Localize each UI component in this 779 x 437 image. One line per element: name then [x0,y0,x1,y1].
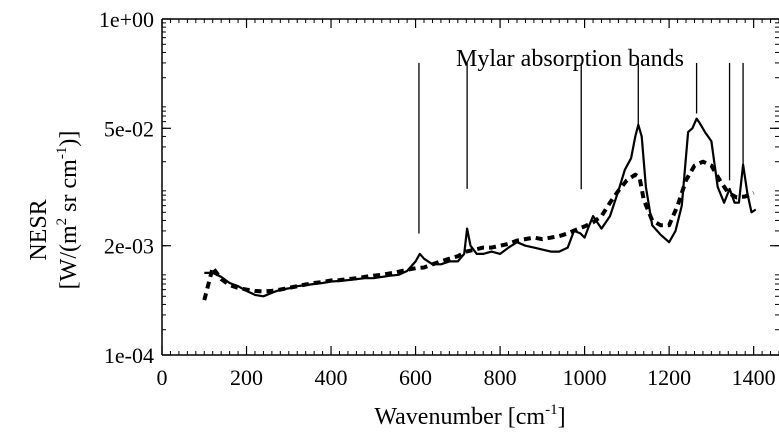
x-tick-label: 400 [315,365,348,390]
y-tick-label: 5e-02 [104,116,154,141]
annotation-label: Mylar absorption bands [456,46,684,72]
plot-frame [161,18,779,356]
y-tick-label: 2e-03 [104,234,154,259]
mylar-band-markers [418,62,744,234]
x-tick-label: 1200 [647,365,691,390]
plot-data [202,117,757,301]
y-tick-label: 1e+00 [99,7,154,32]
x-tick-label: 1000 [563,365,607,390]
x-tick-label: 800 [484,365,517,390]
x-axis-title: Wavenumber [cm-1] [374,402,565,430]
y-axis-title-line1: NESR [26,199,52,260]
tick-labels: 0 200 400 600 800 1000 1200 1400 1e-04 2e-03 5e-02… [99,7,776,390]
x-tick-label: 1400 [732,365,776,390]
y-axis-title-line2: [W/(m2 sr cm-1)] [54,131,82,290]
x-tick-label: 200 [230,365,263,390]
y-tick-label: 1e-04 [104,343,154,368]
y-axis-title: NESR [W/(m2 sr cm-1)] [26,131,82,290]
x-tick-label: 600 [399,365,432,390]
x-tick-label: 0 [157,365,168,390]
